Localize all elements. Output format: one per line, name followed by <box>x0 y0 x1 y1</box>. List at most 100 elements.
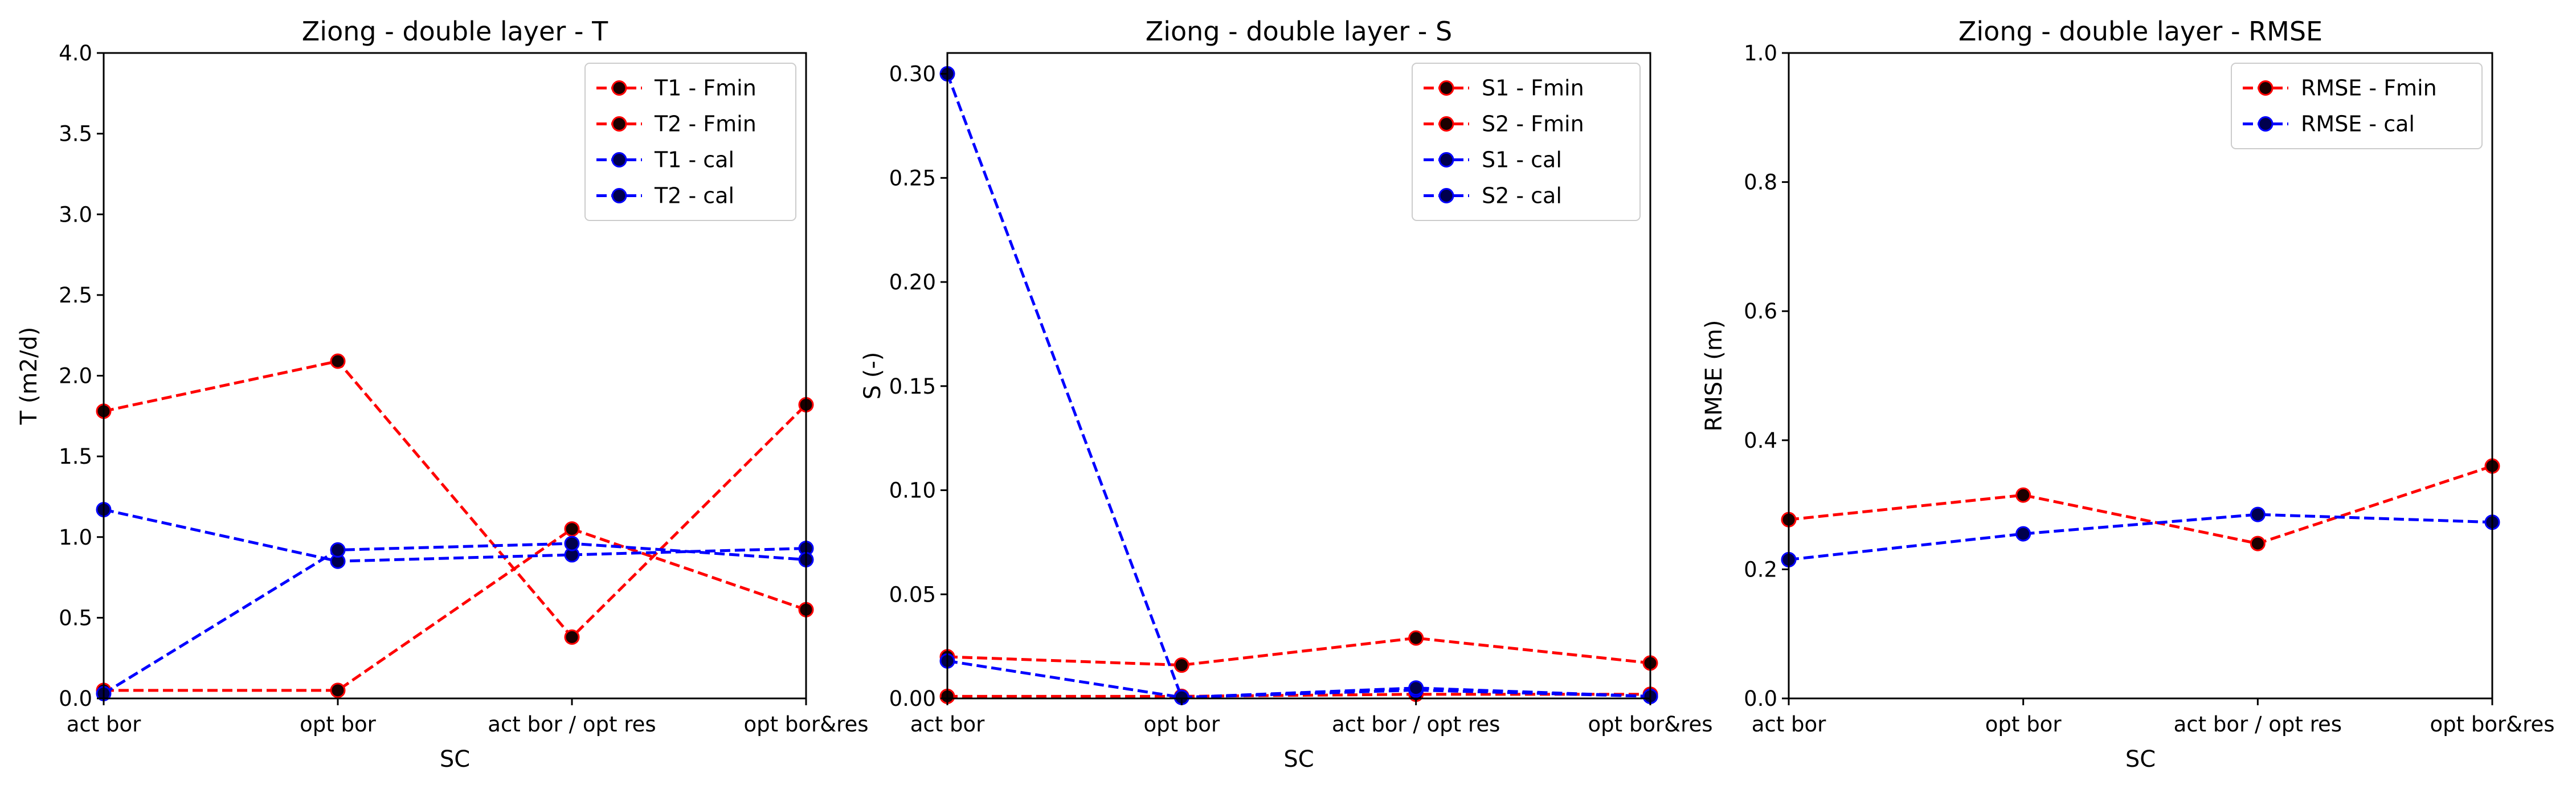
series-line <box>103 508 807 563</box>
legend-entry: T2 - Fmin <box>596 112 757 137</box>
series-t-4 <box>96 535 814 702</box>
series-line <box>1788 513 2493 561</box>
legend-marker <box>1438 152 1454 167</box>
x-tick-label: opt bor <box>300 712 377 737</box>
legend-label: S2 - cal <box>1482 183 1562 209</box>
y-tick-label: 0.2 <box>1744 557 1777 582</box>
x-tick-label: act bor / opt res <box>488 712 656 737</box>
series-s-1 <box>939 630 1658 673</box>
y-tick-label: 1.0 <box>59 525 92 550</box>
legend-marker <box>611 116 627 132</box>
x-tick-label: act bor <box>1752 712 1826 737</box>
legend-box <box>1412 63 1641 221</box>
legend-entry: S2 - cal <box>1424 183 1562 209</box>
y-axis-label: S (-) <box>860 352 886 400</box>
series-line <box>947 659 1651 699</box>
y-tick-label: 0.0 <box>59 686 92 711</box>
y-tick-label: 0.25 <box>889 166 936 190</box>
legend: T1 - Fmin T2 - Fmin T1 - cal T2 - cal <box>584 63 796 221</box>
y-tick-label: 0.4 <box>1744 428 1777 453</box>
series-line <box>946 73 1651 699</box>
legend-entry: T2 - cal <box>596 183 734 209</box>
data-point <box>1408 680 1424 696</box>
legend-entry: S2 - Fmin <box>1424 112 1584 137</box>
series-line <box>103 542 807 695</box>
data-point <box>330 542 346 558</box>
series-t-2 <box>96 521 814 698</box>
legend-entry: S1 - cal <box>1424 148 1562 173</box>
legend-marker <box>1438 80 1454 96</box>
legend-label: S2 - Fmin <box>1482 112 1584 137</box>
y-axis-label: RMSE (m) <box>1701 320 1727 432</box>
legend-box <box>2231 63 2483 149</box>
data-point <box>564 521 580 537</box>
x-tick-label: act bor / opt res <box>2174 712 2342 737</box>
chart-title: Ziong - double layer - S <box>1146 16 1452 47</box>
data-point <box>2250 535 2266 551</box>
y-tick-label: 0.0 <box>1744 686 1777 711</box>
legend-marker <box>2258 116 2274 132</box>
data-point <box>1408 630 1424 646</box>
chart-s: Ziong - double layer - S 0.00 0.05 0.10 0.15… <box>860 16 1713 772</box>
legend-label: T1 - Fmin <box>654 76 757 101</box>
series-line <box>947 693 1650 698</box>
y-tick-label: 0.15 <box>889 374 936 399</box>
x-axis-label: SC <box>2125 746 2156 772</box>
y-tick-label: 1.0 <box>1744 41 1777 66</box>
data-point <box>330 682 346 698</box>
series-t-3 <box>96 502 814 569</box>
y-tick-label: 3.0 <box>59 202 92 227</box>
y-tick-label: 2.5 <box>59 283 92 308</box>
y-tick-label: 3.5 <box>59 122 92 146</box>
legend-marker <box>611 80 627 96</box>
legend-entry: S1 - Fmin <box>1424 76 1584 101</box>
y-tick-label: 4.0 <box>59 41 92 66</box>
legend-entry: T1 - cal <box>596 148 734 173</box>
legend-entry: RMSE - cal <box>2243 112 2415 137</box>
series-rmse-1 <box>1781 458 2500 551</box>
legend-marker <box>2258 80 2274 96</box>
x-axis-label: SC <box>440 746 470 772</box>
legend-marker <box>1438 116 1454 132</box>
legend-box <box>584 63 796 221</box>
legend-entry: T1 - Fmin <box>596 76 757 101</box>
x-tick-label: opt bor <box>1985 712 2062 737</box>
series-line <box>103 359 807 640</box>
legend-label: S1 - Fmin <box>1482 76 1584 101</box>
chart-t: Ziong - double layer - T 0.0 0.5 1.0 1.5 2.0 2… <box>16 16 869 772</box>
series-t-1 <box>96 353 814 645</box>
data-point <box>2250 506 2266 522</box>
y-tick-label: 0.00 <box>889 686 936 711</box>
x-tick-label: act bor <box>67 712 141 737</box>
legend-entry: RMSE - Fmin <box>2243 76 2437 101</box>
data-point <box>564 629 580 645</box>
y-tick-label: 0.30 <box>889 62 936 87</box>
y-tick-label: 0.8 <box>1744 170 1777 195</box>
x-tick-label: opt bor <box>1143 712 1220 737</box>
legend-label: RMSE - Fmin <box>2301 76 2437 101</box>
legend-marker <box>611 188 627 203</box>
series-line <box>104 527 807 692</box>
legend-label: T1 - cal <box>654 148 734 173</box>
y-tick-label: 0.5 <box>59 606 92 630</box>
x-tick-label: opt bor&res <box>1588 712 1712 737</box>
legend-label: T2 - Fmin <box>654 112 757 137</box>
x-tick-label: act bor / opt res <box>1332 712 1500 737</box>
y-tick-label: 0.05 <box>889 582 936 607</box>
legend: RMSE - Fmin RMSE - cal <box>2231 63 2483 149</box>
data-point <box>330 353 346 369</box>
data-point <box>1173 657 1189 673</box>
plot-frame <box>1788 52 2493 700</box>
y-tick-label: 2.0 <box>59 364 92 389</box>
legend-marker <box>611 152 627 167</box>
series-line <box>1788 464 2493 545</box>
legend-label: T2 - cal <box>654 183 734 209</box>
plot-frame <box>946 52 1651 700</box>
x-axis-label: SC <box>1283 746 1314 772</box>
x-tick-label: opt bor&res <box>743 712 868 737</box>
chart-title: Ziong - double layer - RMSE <box>1958 16 2323 47</box>
y-tick-label: 0.20 <box>889 270 936 295</box>
x-tick-label: opt bor&res <box>2430 712 2554 737</box>
y-tick-label: 1.5 <box>59 444 92 469</box>
legend-label: RMSE - cal <box>2301 112 2415 137</box>
